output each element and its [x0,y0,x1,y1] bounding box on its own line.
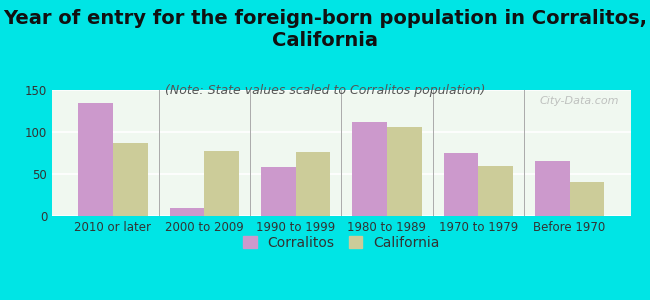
Legend: Corralitos, California: Corralitos, California [236,229,447,257]
Bar [569,182,604,216]
Text: Year of entry for the foreign-born population in Corralitos,
California: Year of entry for the foreign-born popul… [3,9,647,50]
Bar [352,122,387,216]
Bar [261,167,296,216]
Bar [535,161,569,216]
Bar [478,167,513,216]
Bar [443,153,478,216]
Bar [387,127,422,216]
Bar [78,103,113,216]
Text: (Note: State values scaled to Corralitos population): (Note: State values scaled to Corralitos… [165,84,485,97]
Bar [113,143,148,216]
Bar [204,151,239,216]
Bar [170,208,204,216]
Text: City-Data.com: City-Data.com [540,96,619,106]
Bar [296,152,330,216]
